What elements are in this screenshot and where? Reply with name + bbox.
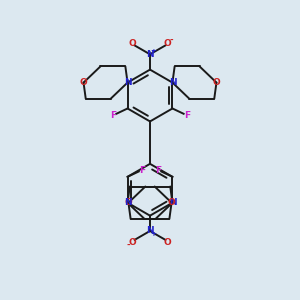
Text: O: O	[128, 39, 136, 48]
Text: -: -	[170, 36, 174, 45]
Text: +: +	[151, 48, 157, 54]
Text: O: O	[164, 238, 172, 247]
Text: F: F	[139, 166, 145, 175]
Text: N: N	[124, 78, 131, 87]
Text: O: O	[168, 198, 176, 207]
Text: N: N	[169, 78, 176, 87]
Text: O: O	[164, 39, 172, 48]
Text: O: O	[124, 198, 132, 207]
Text: +: +	[151, 231, 157, 237]
Text: O: O	[80, 78, 87, 87]
Text: N: N	[169, 198, 176, 207]
Text: -: -	[126, 241, 130, 250]
Text: N: N	[124, 198, 131, 207]
Text: O: O	[213, 78, 220, 87]
Text: F: F	[184, 111, 190, 120]
Text: O: O	[128, 238, 136, 247]
Text: N: N	[146, 50, 154, 59]
Text: F: F	[155, 166, 161, 175]
Text: N: N	[146, 226, 154, 236]
Text: F: F	[110, 111, 116, 120]
